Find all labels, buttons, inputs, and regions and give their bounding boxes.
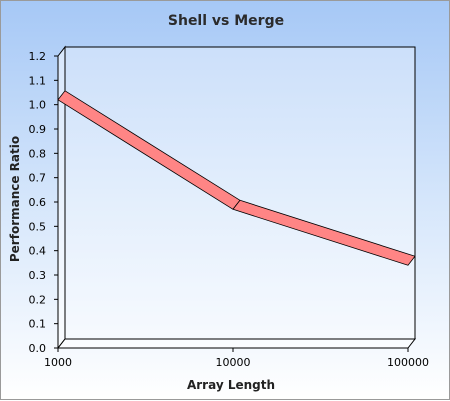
plot-back-wall xyxy=(65,47,415,339)
y-tick-label: 0.3 xyxy=(29,269,47,282)
y-tick-label: 1.2 xyxy=(29,50,47,63)
y-tick-label: 0.7 xyxy=(29,172,47,185)
y-tick-label: 0.6 xyxy=(29,196,47,209)
y-tick-label: 0.4 xyxy=(29,245,47,258)
plot-floor xyxy=(58,339,415,348)
y-axis: 0.0 0.1 0.2 0.3 0.4 0.5 0.6 0.7 0.8 0.9 1.0 1.1 1.2 xyxy=(29,50,59,355)
y-tick-label: 0.1 xyxy=(29,318,47,331)
x-tick-label: 1000 xyxy=(44,356,72,369)
chart-title: Shell vs Merge xyxy=(168,13,284,29)
y-tick-label: 0.0 xyxy=(29,342,47,355)
x-axis-title: Array Length xyxy=(187,378,275,392)
y-tick-label: 1.0 xyxy=(29,99,47,112)
y-tick-label: 0.9 xyxy=(29,123,47,136)
y-tick-label: 0.8 xyxy=(29,147,47,160)
y-axis-title: Performance Ratio xyxy=(8,136,22,262)
x-tick-label: 100000 xyxy=(387,356,429,369)
plot-area xyxy=(58,47,415,348)
y-tick-label: 0.5 xyxy=(29,220,47,233)
x-tick-label: 10000 xyxy=(216,356,251,369)
y-tick-label: 1.1 xyxy=(29,74,47,87)
y-tick-label: 0.2 xyxy=(29,293,47,306)
x-axis: 1000 10000 100000 xyxy=(44,348,429,369)
